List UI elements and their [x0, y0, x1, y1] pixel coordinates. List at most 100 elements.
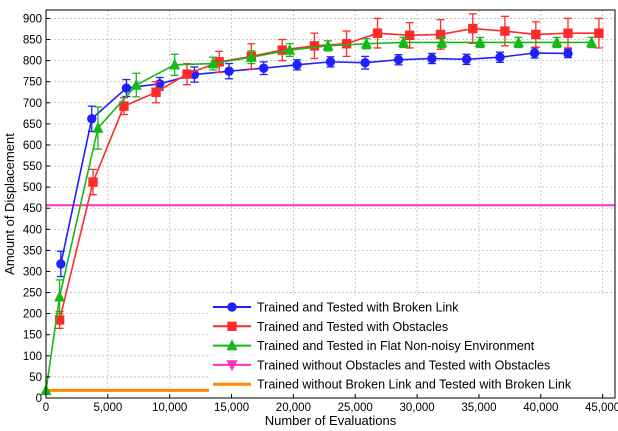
legend-item: Trained and Tested in Flat Non-noisy Env… — [213, 339, 535, 353]
x-tick-label: 25,000 — [338, 402, 373, 414]
legend-label: Trained and Tested in Flat Non-noisy Env… — [257, 339, 535, 353]
data-point — [551, 36, 563, 48]
data-point — [121, 83, 132, 93]
series-2 — [54, 13, 604, 330]
data-point — [427, 53, 437, 64]
data-point — [500, 26, 510, 36]
data-point — [495, 52, 505, 62]
data-point — [151, 87, 161, 97]
data-point — [87, 114, 97, 124]
y-tick-label: 0 — [36, 393, 42, 405]
x-tick-label: 35,000 — [461, 402, 496, 414]
y-tick-label: 700 — [23, 98, 42, 110]
data-point — [245, 50, 257, 62]
x-tick-label: 10,000 — [152, 402, 187, 414]
x-tick-label: 5,000 — [93, 402, 122, 414]
data-point — [531, 29, 541, 40]
data-point — [341, 39, 352, 49]
legend-marker — [227, 321, 237, 332]
data-point — [360, 58, 370, 68]
y-tick-label: 150 — [23, 330, 42, 342]
data-point — [404, 30, 415, 41]
y-axis-label: Amount of Displacement — [2, 133, 17, 275]
series — [40, 13, 604, 396]
data-point — [207, 57, 219, 69]
data-point — [360, 37, 372, 49]
y-tick-label: 800 — [23, 56, 42, 68]
data-point — [474, 36, 486, 48]
data-point — [461, 54, 472, 65]
data-point — [393, 55, 404, 65]
series-line — [45, 41, 592, 391]
data-point — [119, 101, 129, 111]
series-line — [60, 52, 569, 265]
y-tick-label: 300 — [23, 266, 42, 278]
x-tick-label: 15,000 — [214, 402, 249, 414]
legend-item: Trained and Tested with Obstacles — [213, 320, 448, 334]
data-point — [322, 39, 334, 51]
data-point — [529, 48, 540, 58]
y-tick-label: 100 — [23, 351, 42, 363]
y-tick-label: 600 — [23, 140, 42, 152]
data-point — [54, 290, 66, 302]
legend-marker — [227, 302, 237, 312]
data-point — [284, 43, 296, 55]
data-point — [436, 36, 448, 48]
y-tick-label: 550 — [23, 161, 42, 173]
data-point — [468, 23, 478, 34]
series-3 — [40, 36, 598, 396]
data-point — [563, 28, 573, 38]
y-tick-label: 250 — [23, 288, 42, 300]
legend-marker — [226, 360, 238, 372]
x-tick-label: 40,000 — [523, 402, 558, 414]
data-point — [325, 57, 336, 67]
data-point — [372, 28, 383, 38]
legend-label: Trained without Obstacles and Tested wit… — [257, 358, 550, 372]
legend-item: Trained without Obstacles and Tested wit… — [213, 358, 550, 372]
x-tick-label: 45,000 — [585, 402, 618, 414]
data-point — [259, 63, 269, 73]
data-point — [169, 58, 181, 70]
data-point — [513, 36, 525, 48]
series-line — [58, 27, 599, 321]
data-point — [155, 79, 165, 89]
legend-label: Trained and Tested with Broken Link — [257, 301, 459, 315]
data-point — [594, 28, 604, 38]
y-tick-label: 500 — [23, 182, 42, 194]
legend-item: Trained without Broken Link and Tested w… — [213, 378, 572, 392]
x-tick-label: 20,000 — [276, 402, 311, 414]
legend: Trained and Tested with Broken Link Train… — [209, 295, 615, 394]
legend-marker — [226, 339, 238, 351]
x-tick-label: 30,000 — [399, 402, 434, 414]
y-tick-label: 200 — [23, 309, 42, 321]
data-point — [563, 48, 573, 59]
data-point — [182, 69, 192, 79]
x-tick-label: 0 — [43, 402, 49, 414]
y-tick-label: 400 — [23, 224, 42, 236]
legend-label: Trained without Broken Link and Tested w… — [257, 378, 572, 392]
series-1 — [56, 47, 573, 278]
data-point — [54, 315, 65, 325]
data-point — [585, 36, 598, 48]
y-tick-label: 900 — [23, 13, 42, 25]
data-point — [130, 78, 142, 90]
data-point — [397, 36, 409, 48]
data-point — [224, 66, 234, 76]
y-tick-label: 350 — [23, 245, 42, 257]
data-point — [292, 60, 302, 70]
y-tick-label: 450 — [23, 203, 42, 215]
legend-item: Trained and Tested with Broken Link — [213, 301, 459, 315]
y-tick-label: 50 — [29, 372, 42, 384]
y-tick-label: 850 — [23, 35, 42, 47]
data-point — [88, 177, 98, 187]
data-point — [92, 121, 104, 133]
legend-box — [209, 295, 615, 394]
axes: 0 50 100 150 200 250 300 350 400 450 500 550 600 650 7… — [23, 13, 618, 414]
data-point — [309, 41, 320, 51]
legend-label: Trained and Tested with Obstacles — [257, 320, 448, 334]
x-axis-label: Number of Evaluations — [265, 413, 397, 428]
data-point — [56, 259, 66, 269]
y-tick-label: 650 — [23, 119, 42, 131]
plot-frame — [45, 9, 616, 399]
